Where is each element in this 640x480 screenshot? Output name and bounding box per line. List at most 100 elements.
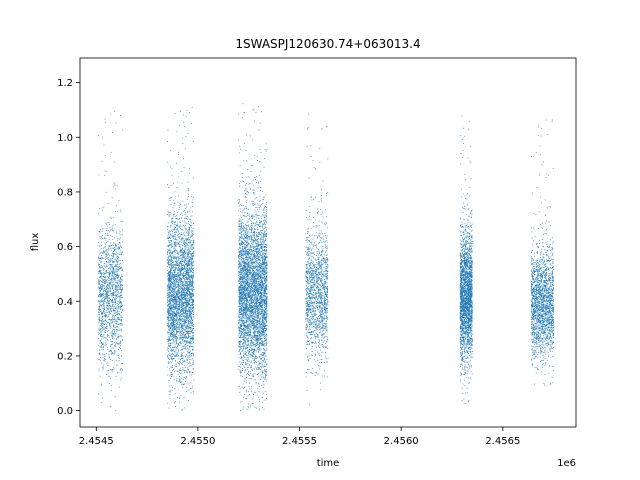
data-point	[118, 266, 120, 267]
data-point	[179, 272, 181, 274]
data-point	[111, 196, 113, 198]
data-point	[182, 305, 184, 307]
data-point	[175, 296, 176, 298]
data-point	[183, 334, 185, 336]
data-point	[191, 316, 193, 318]
data-point	[120, 367, 122, 369]
data-point	[183, 355, 185, 357]
data-point	[180, 381, 182, 382]
data-point	[115, 282, 117, 283]
data-point	[187, 326, 189, 327]
data-point	[191, 353, 193, 354]
data-point	[176, 162, 177, 164]
data-point	[190, 371, 191, 373]
data-point	[111, 331, 113, 333]
data-point	[120, 234, 122, 236]
data-point	[189, 262, 191, 264]
data-point	[188, 328, 190, 330]
data-point	[168, 280, 170, 281]
data-point	[190, 225, 192, 226]
data-point	[112, 132, 114, 133]
data-point	[193, 197, 194, 199]
data-point	[185, 218, 187, 219]
data-point	[168, 309, 169, 311]
data-point	[181, 265, 182, 267]
data-point	[101, 301, 103, 303]
data-point	[169, 346, 171, 348]
data-point	[182, 257, 184, 259]
data-point	[191, 215, 193, 217]
data-point	[106, 288, 108, 290]
data-point	[169, 355, 171, 356]
data-point	[176, 267, 177, 269]
data-point	[104, 320, 106, 322]
data-point	[111, 292, 113, 294]
data-point	[175, 239, 177, 241]
data-point	[186, 243, 187, 245]
data-point	[112, 338, 114, 340]
data-point	[108, 286, 110, 288]
data-point	[111, 334, 113, 336]
data-point	[111, 279, 112, 281]
data-point	[182, 330, 183, 331]
data-point	[183, 253, 185, 254]
data-point	[184, 292, 186, 293]
data-point	[115, 314, 117, 315]
data-point	[99, 258, 101, 260]
data-point	[188, 172, 190, 174]
data-point	[170, 247, 172, 248]
data-point	[182, 287, 183, 289]
data-point	[185, 342, 187, 344]
data-point	[108, 383, 110, 384]
data-point	[113, 277, 115, 279]
data-point	[102, 344, 104, 345]
data-point	[99, 259, 101, 261]
data-point	[181, 248, 182, 250]
data-point	[104, 315, 106, 317]
data-point	[169, 375, 171, 377]
data-point	[172, 267, 174, 268]
data-point	[122, 234, 123, 236]
data-point	[170, 197, 171, 199]
data-point	[111, 260, 113, 262]
data-point	[173, 301, 175, 302]
data-point	[176, 243, 178, 245]
data-point	[189, 269, 191, 271]
data-point	[182, 323, 184, 325]
data-point	[98, 307, 100, 308]
data-point	[171, 338, 173, 339]
data-point	[109, 272, 111, 274]
data-point	[181, 232, 182, 234]
data-point	[113, 182, 115, 184]
data-point	[173, 331, 175, 333]
data-point	[185, 228, 187, 230]
data-point	[186, 359, 188, 361]
data-point	[102, 252, 104, 254]
data-point	[193, 252, 194, 254]
data-point	[110, 264, 112, 265]
data-point	[186, 282, 188, 284]
data-point	[186, 206, 187, 208]
data-point	[171, 313, 173, 315]
data-point	[114, 272, 116, 273]
data-point	[109, 313, 111, 315]
data-point	[192, 253, 194, 255]
data-point	[176, 308, 178, 310]
data-point	[169, 253, 171, 254]
data-point	[182, 306, 184, 308]
data-point	[184, 383, 185, 385]
data-point	[171, 318, 172, 320]
data-point	[170, 346, 172, 348]
data-point	[183, 294, 185, 296]
data-point	[113, 268, 115, 270]
data-point	[169, 306, 171, 307]
data-point	[173, 307, 174, 308]
data-point	[105, 293, 107, 295]
data-point	[101, 241, 103, 243]
data-point	[172, 322, 173, 324]
data-point	[191, 304, 193, 306]
data-point	[172, 325, 174, 327]
data-point	[114, 352, 116, 354]
data-point	[191, 254, 192, 256]
data-point	[169, 266, 171, 268]
